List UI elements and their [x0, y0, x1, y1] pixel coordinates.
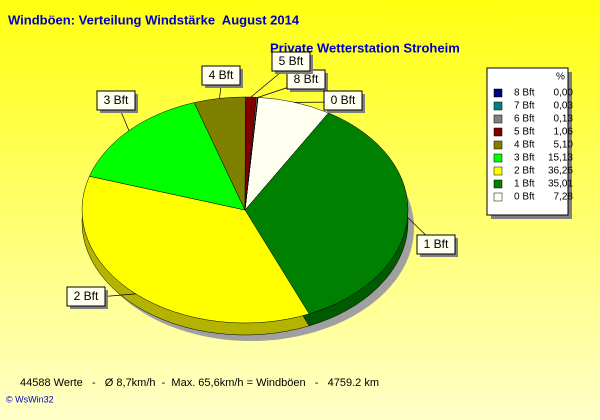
legend-label: 7 Bft — [514, 101, 535, 112]
legend-label: 0 Bft — [514, 192, 535, 203]
slice-label: 5 Bft — [279, 54, 304, 68]
chart-subtitle: Private Wetterstation Stroheim — [270, 40, 460, 55]
slice-label: 2 Bft — [74, 289, 99, 303]
legend-label: 3 Bft — [514, 153, 535, 164]
footer: 44588 Werte - Ø 8,7km/h - Max. 65,6km/h … — [20, 377, 379, 389]
label-box — [416, 234, 456, 255]
slice-label: 3 Bft — [104, 93, 129, 107]
legend-value: 5,10 — [554, 140, 574, 151]
credit: © WsWin32 — [6, 394, 54, 404]
legend-value: 35,01 — [548, 179, 573, 190]
slice — [81, 175, 310, 324]
legend-label: 8 Bft — [514, 88, 535, 99]
legend-value: 36,26 — [548, 166, 573, 177]
legend-label: 5 Bft — [514, 127, 535, 138]
legend-swatch — [493, 153, 503, 163]
legend-swatch — [493, 114, 503, 124]
legend-swatch — [493, 101, 503, 111]
legend-value: 15,13 — [548, 153, 573, 164]
legend-value: 0,13 — [554, 114, 574, 125]
legend-value: 0,00 — [554, 88, 574, 99]
legend-label: 1 Bft — [514, 179, 535, 190]
label-box — [66, 286, 106, 307]
legend-unit: % — [556, 72, 565, 83]
chart-title: Windböen: Verteilung Windstärke August 2… — [8, 12, 300, 27]
legend-value: 1,06 — [554, 127, 574, 138]
label-box — [201, 65, 241, 86]
slice — [89, 102, 246, 211]
label-box — [323, 90, 363, 111]
slice-label: 0 Bft — [331, 93, 356, 107]
legend-swatch — [493, 192, 503, 202]
slice — [244, 97, 259, 211]
legend-label: 2 Bft — [514, 166, 535, 177]
slice-label: 8 Bft — [294, 72, 319, 86]
legend-value: 7,28 — [554, 192, 574, 203]
legend-value: 0,03 — [554, 101, 574, 112]
label-box — [271, 51, 311, 72]
legend-swatch — [493, 140, 503, 150]
label-box — [96, 90, 136, 111]
legend-label: 4 Bft — [514, 140, 535, 151]
legend-label: 6 Bft — [514, 114, 535, 125]
legend-swatch — [493, 88, 503, 98]
slice-label: 4 Bft — [209, 68, 234, 82]
legend-swatch — [493, 127, 503, 137]
legend-swatch — [493, 179, 503, 189]
slice-label: 1 Bft — [424, 237, 449, 251]
legend-swatch — [493, 166, 503, 176]
